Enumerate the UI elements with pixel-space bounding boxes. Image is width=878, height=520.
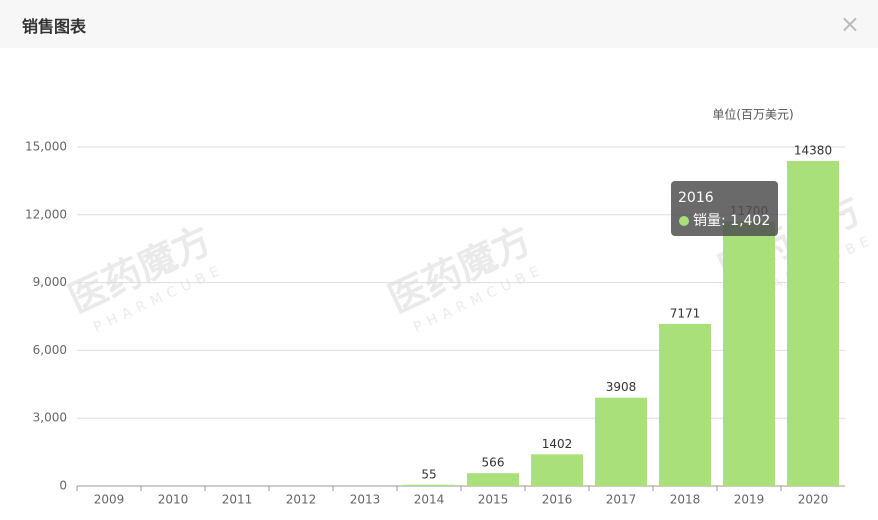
close-button[interactable]: × xyxy=(839,10,860,38)
data-label: 7171 xyxy=(670,306,701,320)
bar xyxy=(723,221,775,486)
y-tick-label: 6,000 xyxy=(33,343,67,357)
bar xyxy=(467,473,519,486)
y-tick-label: 3,000 xyxy=(33,411,67,425)
x-tick-label: 2011 xyxy=(222,493,253,507)
bar xyxy=(659,323,711,486)
tooltip-title: 2016 xyxy=(678,190,714,206)
bar xyxy=(787,161,839,486)
y-tick-label: 12,000 xyxy=(25,207,67,221)
bar xyxy=(531,454,583,486)
bar xyxy=(403,484,455,486)
x-tick-label: 2018 xyxy=(670,493,701,507)
x-tick-label: 2019 xyxy=(734,493,765,507)
data-label: 55 xyxy=(421,467,436,481)
modal-title: 销售图表 xyxy=(22,17,87,36)
x-tick-label: 2009 xyxy=(94,493,125,507)
x-tick-label: 2010 xyxy=(158,493,189,507)
modal-header: 销售图表 × xyxy=(0,0,878,48)
tooltip-box xyxy=(671,181,778,236)
x-tick-label: 2016 xyxy=(542,493,573,507)
unit-label: 单位(百万美元) xyxy=(712,107,793,122)
tooltip-text: 销量: 1,402 xyxy=(693,213,770,229)
x-tick-label: 2014 xyxy=(414,493,445,507)
data-label: 1402 xyxy=(542,437,573,451)
y-tick-label: 9,000 xyxy=(33,275,67,289)
y-tick-label: 15,000 xyxy=(25,140,67,154)
tooltip-dot xyxy=(679,216,689,226)
x-tick-label: 2020 xyxy=(798,493,829,507)
x-tick-label: 2013 xyxy=(350,493,381,507)
bar xyxy=(595,397,647,486)
data-label: 3908 xyxy=(606,380,637,394)
x-tick-label: 2017 xyxy=(606,493,637,507)
y-tick-label: 0 xyxy=(59,479,67,493)
data-label: 566 xyxy=(482,456,505,470)
data-label: 14380 xyxy=(794,144,832,158)
tooltip: 2016 销量: 1,402 xyxy=(671,181,778,236)
x-tick-label: 2012 xyxy=(286,493,317,507)
x-tick-label: 2015 xyxy=(478,493,509,507)
